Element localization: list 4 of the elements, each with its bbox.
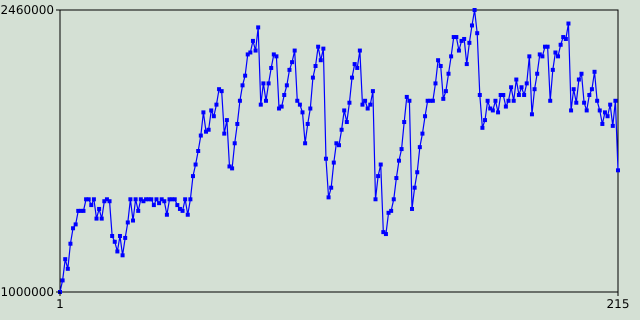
x-tick-label: 215: [606, 297, 630, 311]
y-tick-label: 2460000: [0, 3, 54, 18]
x-tick-label: 1: [56, 297, 64, 311]
y-tick-label: 1000000: [0, 285, 54, 300]
